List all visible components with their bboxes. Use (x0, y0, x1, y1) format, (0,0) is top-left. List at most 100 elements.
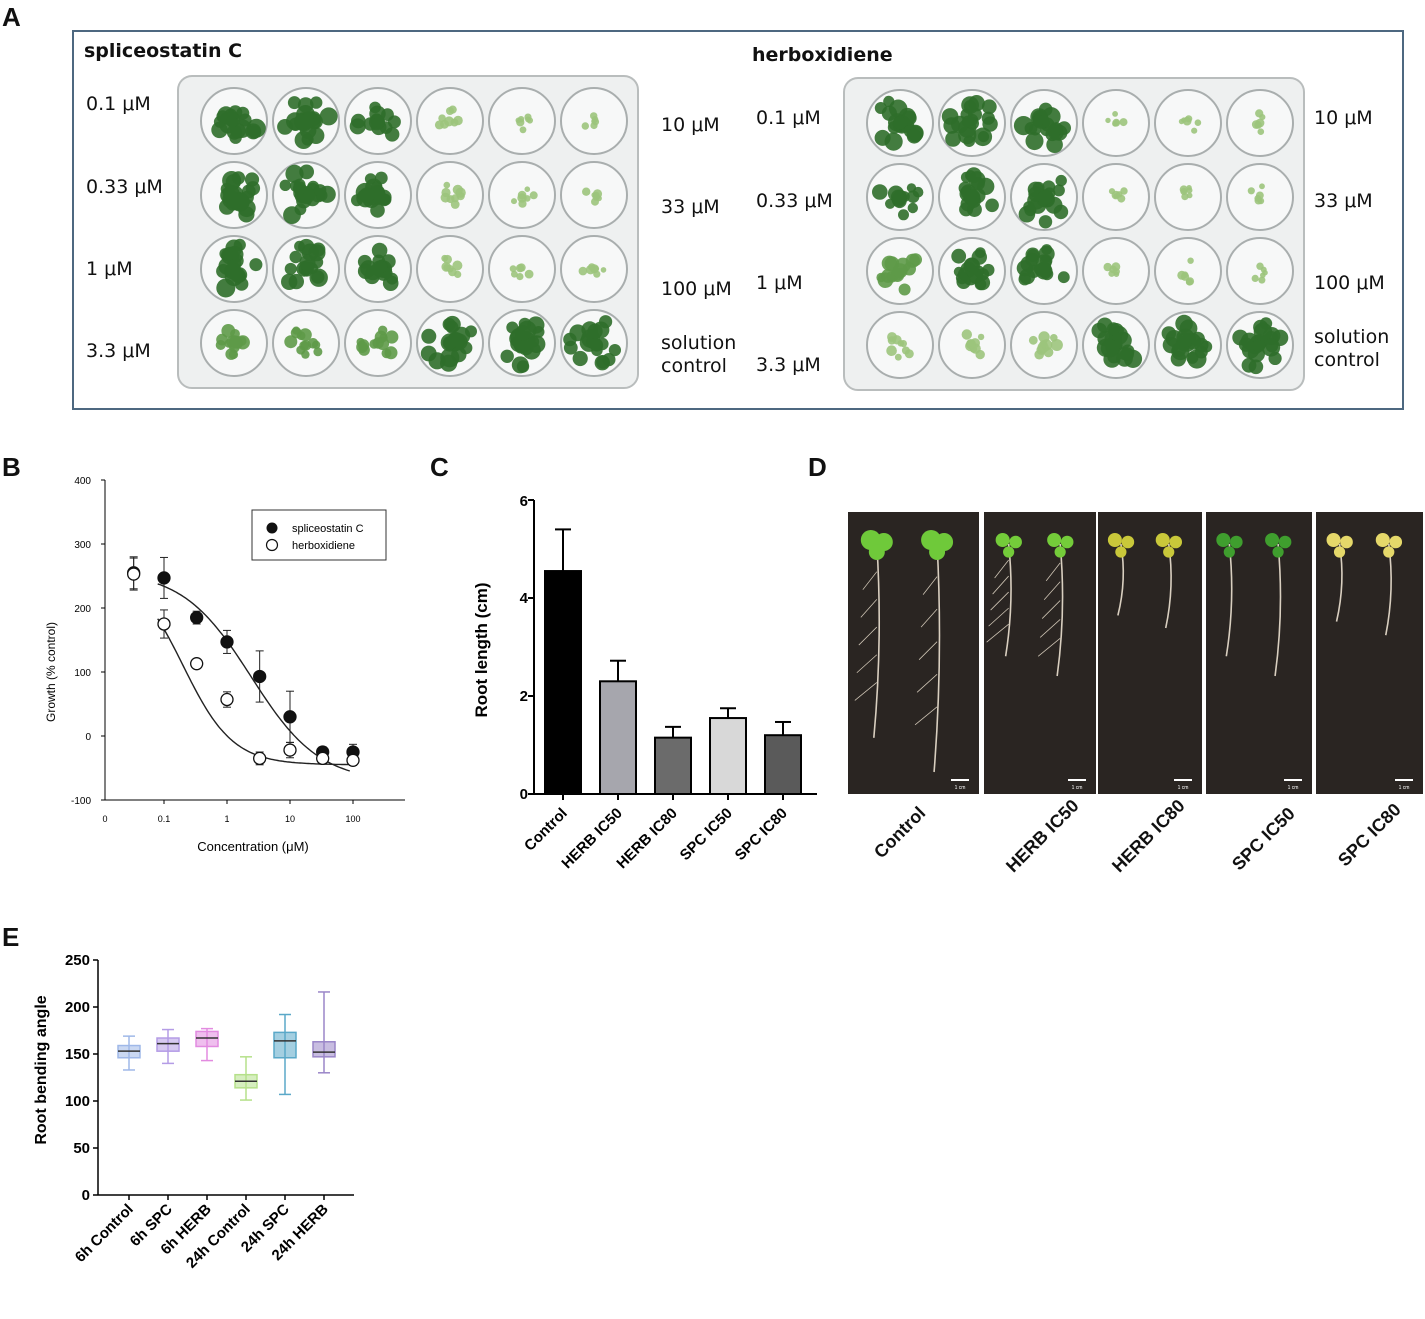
e-ytick: 0 (82, 1187, 90, 1204)
spc-seedling (216, 278, 236, 298)
spc-row-label-right: 33 μM (661, 196, 720, 218)
seedling-root-photos: 1 cm 1 cm 1 cm 1 cm 1 cm (848, 512, 1423, 794)
herb-seedling (1181, 117, 1187, 123)
spc-seedling (506, 321, 519, 334)
herb-seedling (1177, 332, 1193, 348)
herb-seedling (1259, 114, 1266, 121)
b-xtick: 100 (345, 814, 360, 824)
herb-seedling (1251, 274, 1259, 282)
spc-seedling (349, 118, 366, 135)
b-ytick: -100 (71, 796, 91, 807)
d-lateral-root (988, 607, 1009, 627)
spc-seedling (298, 328, 312, 342)
spc-seedling (515, 325, 531, 341)
spc-seedling (515, 264, 525, 273)
spc-seedling (287, 96, 301, 110)
herb-row-label-left: 3.3 μM (756, 354, 821, 376)
spc-seedling (378, 325, 388, 335)
spc-seedling (277, 119, 293, 135)
herb-seedling (1248, 359, 1264, 375)
spc-seedling (587, 323, 603, 339)
panel-label-a: A (2, 2, 21, 32)
spc-row-label-right: 10 μM (661, 114, 720, 136)
spc-seedling (452, 260, 463, 271)
herb-seedling (964, 257, 979, 272)
spc-seedling (313, 184, 327, 197)
spc-seedling (308, 244, 326, 262)
c-ytick: 0 (520, 786, 528, 803)
herb-seedling (891, 192, 907, 207)
herb-seedling (961, 96, 979, 114)
herb-seedling (985, 198, 999, 213)
herb-row-label-right: 10 μM (1314, 107, 1373, 129)
spc-seedling (228, 349, 239, 360)
herb-row-label-right: 100 μM (1314, 272, 1385, 294)
b-legend-marker (266, 522, 278, 534)
panel-label-e: E (2, 922, 20, 952)
spc-seedling (438, 114, 446, 122)
spc-seedling (360, 260, 377, 277)
spc-seedling (516, 273, 524, 281)
spc-seedling (221, 324, 236, 338)
herb-seedling (1247, 187, 1255, 195)
d-leaf (929, 544, 946, 560)
herb-seedling (961, 115, 974, 128)
herb-seedling (1258, 276, 1266, 284)
spc-seedling (370, 203, 385, 218)
herb-seedling (951, 248, 967, 264)
d-leaf (1278, 535, 1292, 549)
herb-seedling (1042, 180, 1056, 194)
herb-row-label-right: 33 μM (1314, 190, 1373, 212)
b-ytick: 300 (74, 540, 91, 551)
b-ytick: 400 (74, 476, 91, 487)
spc-seedling (311, 340, 321, 349)
spc-seedling (594, 355, 610, 371)
herb-seedling (898, 209, 909, 221)
herb-seedling (874, 129, 891, 146)
spc-seedling (448, 267, 457, 277)
d-leaf (1169, 535, 1183, 549)
herb-seedling (907, 202, 918, 214)
herb-seedling (1253, 322, 1273, 341)
spc-seedling (319, 107, 338, 126)
herb-seedling (1032, 115, 1044, 127)
b-data-point (127, 567, 141, 581)
spc-seedling (511, 270, 518, 278)
d-leaf (1272, 546, 1284, 558)
spc-seedling (451, 346, 467, 363)
e-xtick: 6h Control (72, 1201, 137, 1266)
spc-row-label-left: 3.3 μM (86, 340, 151, 362)
spc-seedling (442, 317, 456, 331)
d-root (1274, 543, 1282, 677)
b-data-point (346, 753, 360, 767)
d-leaf (1216, 533, 1231, 547)
spc-seedling (529, 191, 538, 200)
spc-seedling (509, 265, 517, 273)
spc-seedling (281, 273, 298, 290)
d-photo-panel (1316, 512, 1423, 794)
spc-seedling (572, 350, 588, 367)
spc-seedling (300, 340, 312, 351)
spc-seedling (524, 269, 534, 279)
d-root (873, 543, 881, 738)
herb-seedling (892, 263, 908, 279)
herb-seedling (883, 95, 895, 107)
e-ytick: 150 (65, 1046, 90, 1063)
spc-seedling (441, 187, 451, 198)
spc-seedling (359, 187, 375, 203)
herb-seedling (905, 253, 920, 268)
spc-seedling (381, 108, 394, 121)
d-lateral-root (914, 706, 938, 726)
herb-seedling (1120, 347, 1134, 362)
b-xlabel: Concentration (μM) (197, 839, 309, 854)
d-leaf (1155, 533, 1170, 547)
d-label: Control (870, 802, 930, 863)
spc-well-plate-photo (177, 75, 639, 389)
spc-seedling (518, 199, 527, 208)
spc-seedling (226, 335, 241, 349)
d-lateral-root (1045, 562, 1061, 582)
d-leaf (1163, 546, 1175, 558)
herb-seedling (899, 340, 907, 348)
spc-seedling (236, 106, 250, 120)
b-data-point (157, 571, 171, 585)
